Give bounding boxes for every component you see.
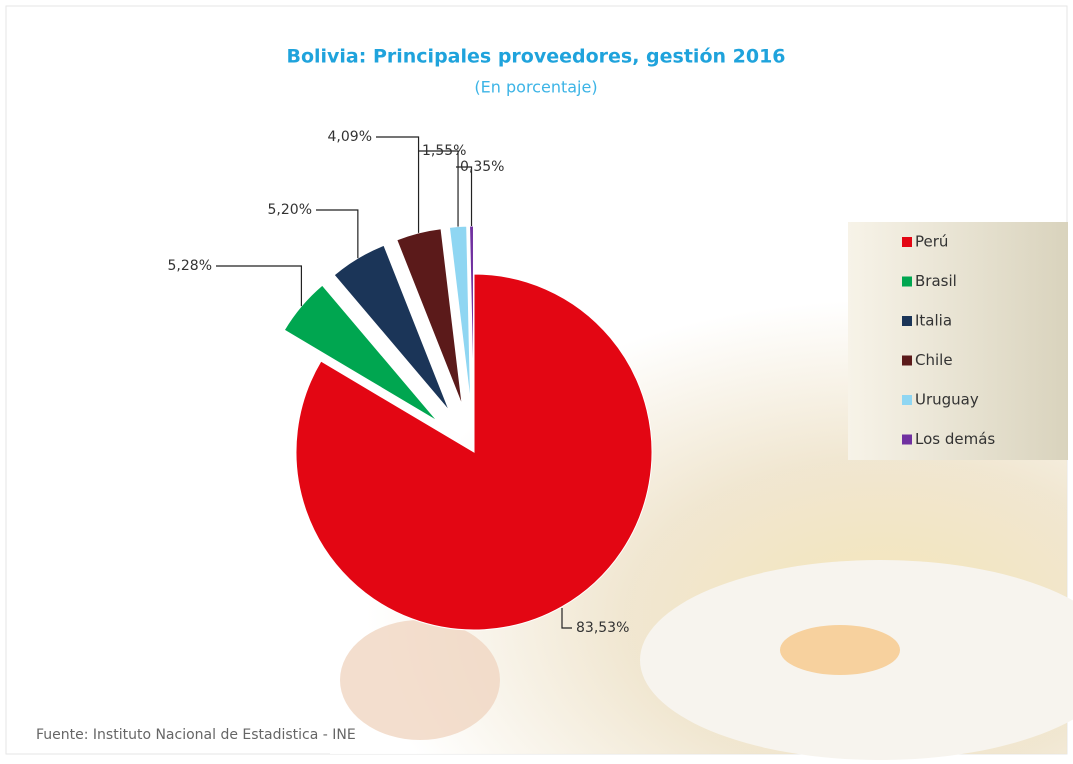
leader-line	[216, 265, 303, 307]
pie-slice	[469, 225, 474, 405]
egg-yolk	[780, 625, 900, 675]
legend-label: Italia	[915, 312, 952, 330]
legend-swatch	[902, 355, 912, 366]
chart-subtitle: (En porcentaje)	[474, 78, 597, 97]
legend-label: Perú	[915, 233, 948, 251]
legend-swatch	[902, 395, 912, 405]
pie-slice	[295, 273, 653, 631]
data-label: 5,28%	[168, 258, 212, 274]
leader-line	[316, 209, 359, 259]
data-label: 5,20%	[268, 202, 312, 218]
leader-line	[561, 608, 572, 629]
egg	[340, 620, 500, 740]
legend-swatch	[902, 237, 912, 247]
data-label: 4,09%	[328, 129, 372, 145]
legend-swatch	[902, 316, 912, 326]
leader-line	[418, 150, 459, 227]
legend-label: Chile	[915, 351, 953, 369]
legend-label: Los demás	[915, 430, 995, 448]
chart-title: Bolivia: Principales proveedores, gestió…	[286, 46, 785, 68]
pie-slice	[448, 225, 472, 405]
legend-swatch	[902, 276, 912, 287]
leader-line	[456, 166, 473, 227]
data-label: 1,55%	[422, 143, 466, 159]
legend-label: Uruguay	[915, 391, 979, 409]
pie-slice	[396, 228, 463, 406]
legend-swatch	[902, 434, 912, 445]
legend-box	[848, 222, 1068, 460]
data-label: 83,53%	[576, 620, 629, 636]
leader-line	[376, 136, 420, 233]
data-label: 0,35%	[460, 159, 504, 175]
legend-label: Brasil	[915, 272, 957, 290]
source: Fuente: Instituto Nacional de Estadistic…	[36, 727, 356, 743]
